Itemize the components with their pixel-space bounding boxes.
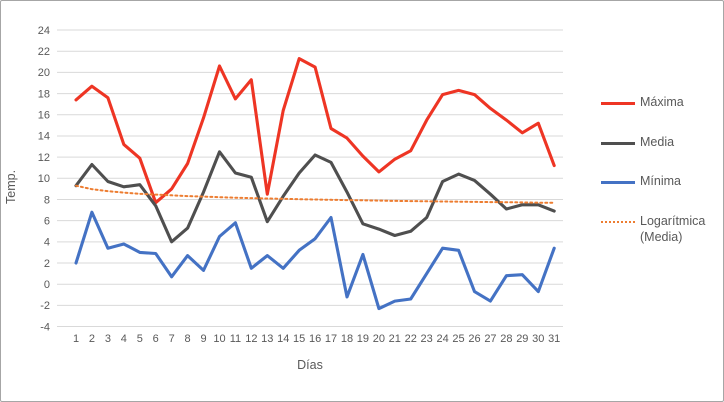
x-tick-label: 9 [200,333,206,345]
chart-legend: Máxima Media Mínima Logarítmica (Media) [601,95,719,245]
x-tick-label: 25 [452,333,464,345]
x-tick-label: 2 [89,333,95,345]
x-tick-label: 10 [213,333,225,345]
legend-label-minima: Mínima [640,174,681,189]
x-tick-label: 23 [421,333,433,345]
x-tick-label: 26 [468,333,480,345]
x-tick-label: 17 [325,333,337,345]
y-tick-label: 20 [38,67,50,79]
legend-item-logaritmica-media[interactable]: Logarítmica (Media) [601,214,719,245]
x-tick-label: 27 [484,333,496,345]
x-tick-label: 1 [73,333,79,345]
x-tick-label: 5 [137,333,143,345]
x-tick-label: 20 [373,333,385,345]
y-tick-label: 6 [44,215,50,227]
x-tick-label: 16 [309,333,321,345]
y-tick-label: -4 [40,321,50,333]
x-tick-label: 6 [153,333,159,345]
x-tick-label: 19 [357,333,369,345]
legend-swatch-minima [601,181,635,185]
y-tick-label: 8 [44,194,50,206]
y-tick-label: 16 [38,110,50,122]
x-tick-label: 15 [293,333,305,345]
y-tick-label: -2 [40,300,50,312]
y-tick-label: 18 [38,88,50,100]
x-tick-label: 24 [436,333,448,345]
x-tick-label: 21 [389,333,401,345]
x-tick-label: 4 [121,333,127,345]
legend-label-logaritmica-media: Logarítmica (Media) [640,213,706,244]
legend-label-maxima: Máxima [640,95,684,109]
legend-label-media: Media [640,134,675,149]
y-tick-label: 10 [38,173,50,185]
x-tick-label: 13 [261,333,273,345]
y-tick-label: 0 [44,279,50,291]
x-tick-label: 11 [230,333,241,345]
x-tick-label: 22 [405,333,417,345]
x-tick-label: 28 [500,333,512,345]
x-tick-label: 30 [532,333,544,345]
legend-swatch-maxima [601,102,635,105]
x-tick-label: 12 [245,333,257,345]
x-tick-label: 29 [516,333,528,345]
legend-item-minima[interactable]: Mínima [601,174,719,190]
y-tick-label: 22 [38,46,50,58]
y-tick-label: 24 [38,25,50,37]
series-line-minima[interactable] [74,210,556,311]
x-tick-label: 14 [277,333,289,345]
legend-swatch-media [601,141,635,145]
legend-item-media[interactable]: Media [601,135,719,151]
legend-item-maxima[interactable]: Máxima [601,95,719,111]
y-tick-label: 4 [44,237,50,249]
x-axis-title: Días [297,358,323,372]
x-tick-label: 31 [548,333,560,345]
series-line-maxima[interactable] [74,57,556,205]
x-tick-label: 8 [185,333,191,345]
y-tick-label: 14 [38,131,50,143]
series-line-media[interactable] [74,150,556,244]
x-tick-label: 3 [105,333,111,345]
legend-swatch-logaritmica-media [601,220,635,223]
series-line-logaritmica-media[interactable] [75,184,556,204]
y-axis-title: Temp. [4,169,18,204]
x-tick-label: 18 [341,333,353,345]
y-tick-label: 12 [38,152,50,164]
x-tick-label: 7 [169,333,175,345]
y-tick-label: 2 [44,258,50,270]
